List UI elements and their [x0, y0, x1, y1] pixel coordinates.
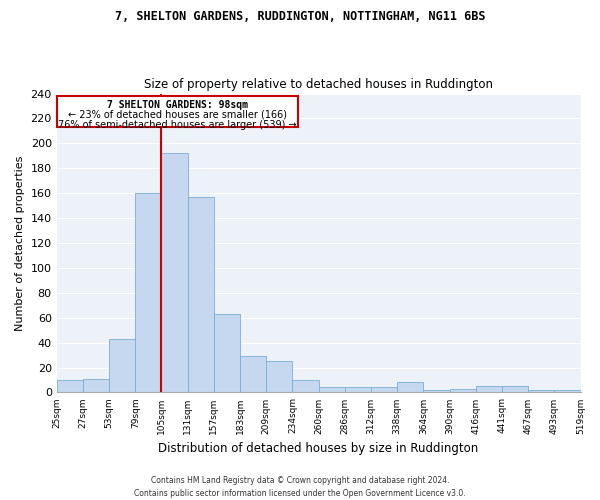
Bar: [292, 380, 319, 392]
Bar: [240, 356, 266, 392]
Text: 7 SHELTON GARDENS: 98sqm: 7 SHELTON GARDENS: 98sqm: [107, 100, 248, 110]
Bar: [345, 388, 371, 392]
Bar: [319, 388, 345, 392]
Bar: [135, 193, 161, 392]
Bar: [266, 362, 292, 392]
Bar: [188, 197, 214, 392]
Bar: [449, 388, 476, 392]
Bar: [397, 382, 424, 392]
Bar: [476, 386, 502, 392]
Text: Contains HM Land Registry data © Crown copyright and database right 2024.
Contai: Contains HM Land Registry data © Crown c…: [134, 476, 466, 498]
Bar: [371, 388, 397, 392]
Bar: [554, 390, 581, 392]
X-axis label: Distribution of detached houses by size in Ruddington: Distribution of detached houses by size …: [158, 442, 479, 455]
Bar: [528, 390, 554, 392]
Bar: [214, 314, 240, 392]
Bar: [83, 378, 109, 392]
Bar: [109, 339, 135, 392]
Bar: [56, 380, 83, 392]
Y-axis label: Number of detached properties: Number of detached properties: [15, 156, 25, 330]
Bar: [56, 96, 298, 127]
Bar: [161, 154, 188, 392]
Text: 76% of semi-detached houses are larger (539) →: 76% of semi-detached houses are larger (…: [58, 120, 296, 130]
Title: Size of property relative to detached houses in Ruddington: Size of property relative to detached ho…: [144, 78, 493, 91]
Bar: [424, 390, 449, 392]
Text: ← 23% of detached houses are smaller (166): ← 23% of detached houses are smaller (16…: [68, 110, 287, 120]
Bar: [502, 386, 528, 392]
Text: 7, SHELTON GARDENS, RUDDINGTON, NOTTINGHAM, NG11 6BS: 7, SHELTON GARDENS, RUDDINGTON, NOTTINGH…: [115, 10, 485, 23]
